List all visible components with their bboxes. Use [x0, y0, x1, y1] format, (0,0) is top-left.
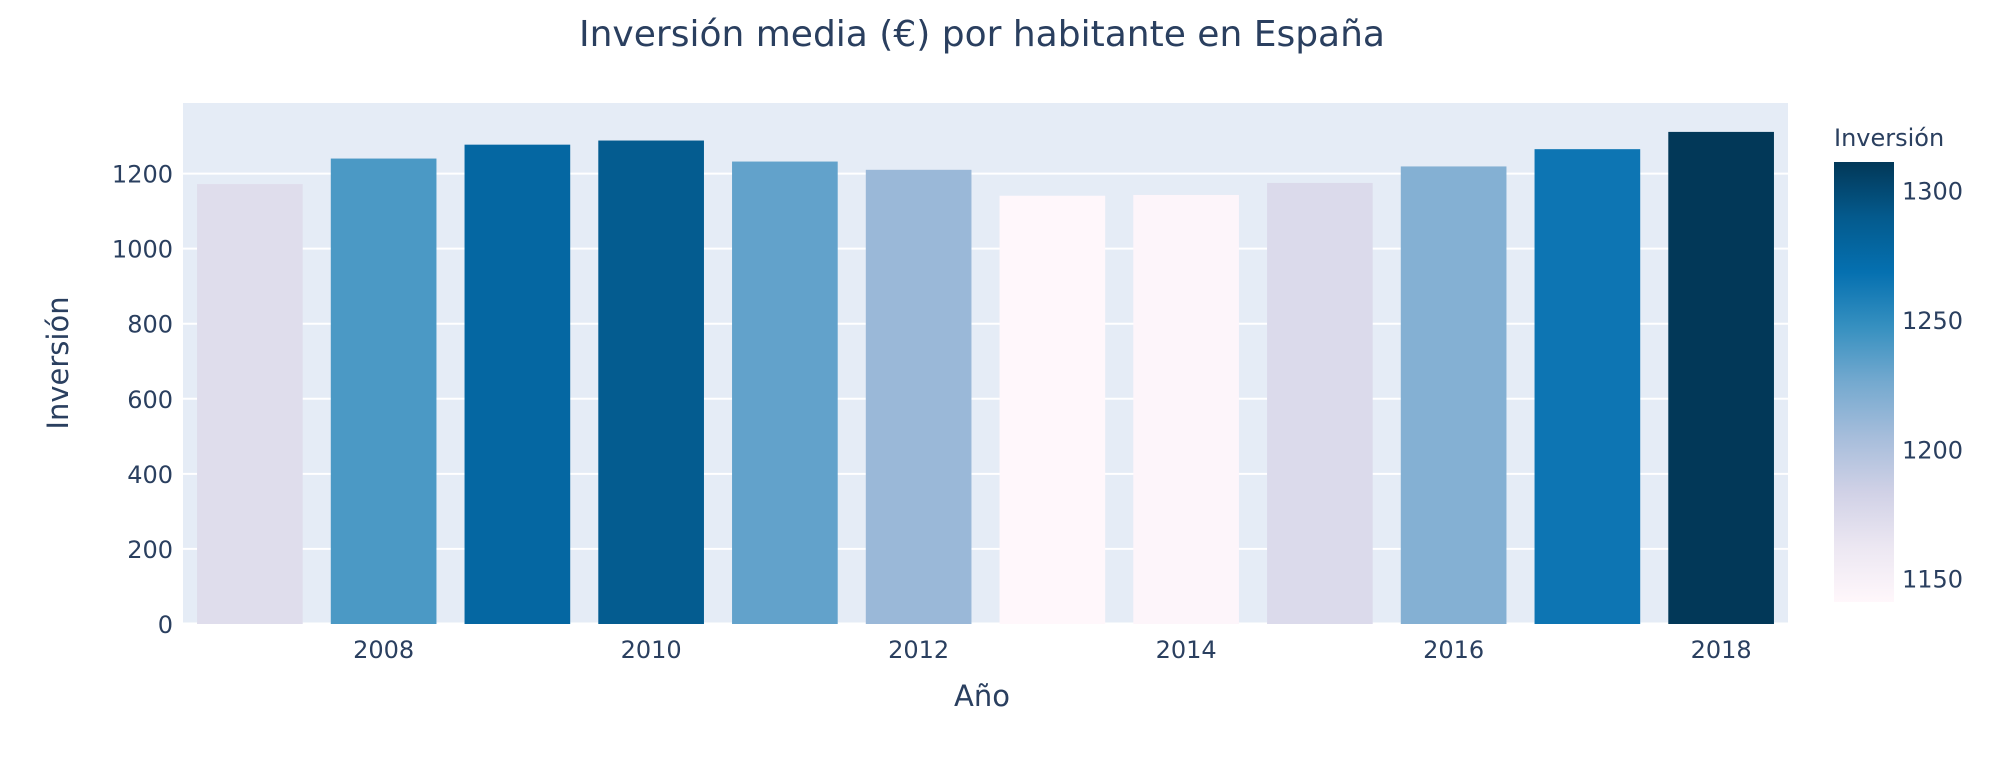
y-axis-title: Inversión — [41, 296, 75, 429]
colorbar-tick-label: 1300 — [1902, 177, 1963, 205]
chart-title: Inversión media (€) por habitante en Esp… — [579, 14, 1385, 55]
x-axis-title: Año — [954, 679, 1010, 713]
y-tick-labels: 0 200 400 600 800 1000 1200 — [112, 161, 173, 639]
colorbar-tick-label: 1150 — [1902, 566, 1963, 594]
bar-2015[interactable] — [1267, 182, 1373, 625]
colorbar-tick-label: 1200 — [1902, 436, 1963, 464]
x-tick-label: 2012 — [888, 636, 949, 664]
bar-2014[interactable] — [1133, 194, 1239, 624]
x-tick-label: 2010 — [621, 636, 682, 664]
y-tick-label: 600 — [127, 386, 173, 414]
x-tick-label: 2016 — [1423, 636, 1484, 664]
bar-2013[interactable] — [999, 195, 1106, 624]
x-tick-label: 2018 — [1691, 636, 1752, 664]
y-tick-label: 0 — [158, 611, 173, 639]
colorbar-tick-labels: 1150 1200 1250 1300 — [1902, 177, 1963, 593]
bar-2009[interactable] — [464, 144, 571, 624]
bar-2017[interactable] — [1534, 149, 1641, 624]
colorbar-gradient — [1834, 162, 1894, 602]
bar-2010[interactable] — [598, 140, 704, 625]
colorbar-title: Inversión — [1834, 124, 1944, 152]
bar-2008[interactable] — [330, 158, 437, 624]
bar-2016[interactable] — [1400, 166, 1507, 624]
bar-2011[interactable] — [732, 161, 838, 624]
bar-2012[interactable] — [865, 169, 972, 624]
gridlines — [183, 172, 1788, 626]
y-tick-label: 800 — [127, 311, 173, 339]
y-tick-label: 400 — [127, 461, 173, 489]
bar-2018[interactable] — [1668, 131, 1774, 624]
x-tick-label: 2008 — [353, 636, 414, 664]
y-tick-label: 200 — [127, 536, 173, 564]
colorbar-tick-label: 1250 — [1902, 307, 1963, 335]
y-tick-label: 1000 — [112, 236, 173, 264]
colorbar: Inversión 1150 1200 1250 1300 — [1834, 124, 1963, 602]
x-tick-labels: 2008 2010 2012 2014 2016 2018 — [353, 636, 1752, 664]
x-tick-label: 2014 — [1156, 636, 1217, 664]
bars — [197, 131, 1774, 625]
bar-2007[interactable] — [197, 184, 303, 624]
plot-area — [183, 103, 1788, 624]
y-tick-label: 1200 — [112, 161, 173, 189]
